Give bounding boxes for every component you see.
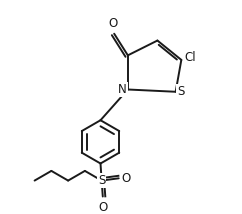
Text: Cl: Cl [185,51,196,64]
Text: S: S [98,174,105,187]
Text: O: O [98,201,107,214]
Text: O: O [121,172,131,185]
Text: N: N [118,83,127,96]
Text: O: O [108,17,118,30]
Text: S: S [177,85,184,98]
